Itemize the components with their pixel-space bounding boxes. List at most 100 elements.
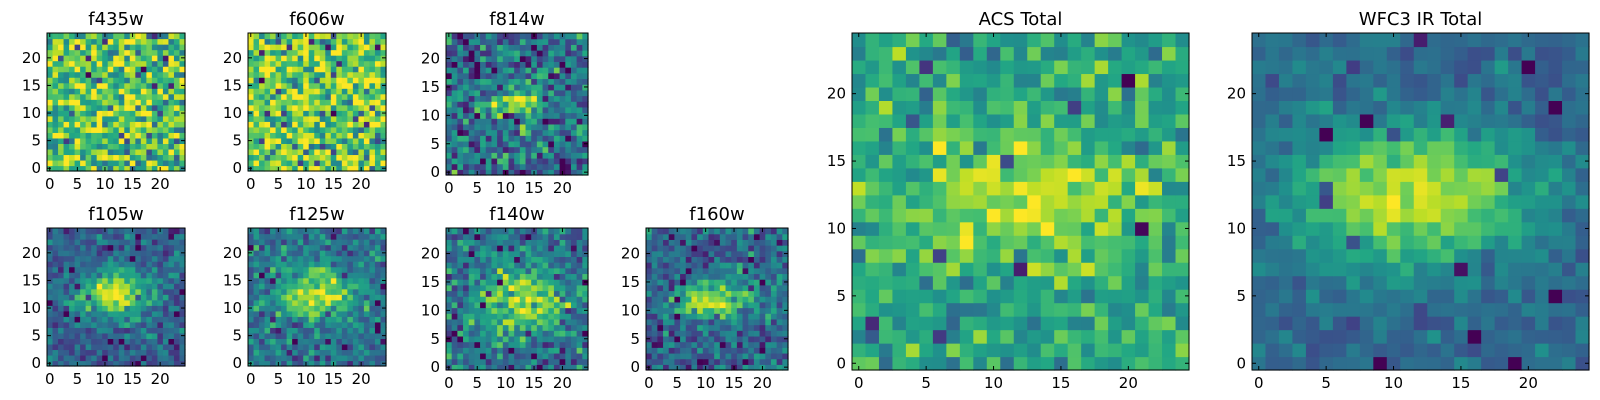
heatmap-cell	[336, 288, 343, 295]
heatmap-cell	[973, 356, 988, 371]
heatmap-cell	[140, 277, 147, 284]
heatmap-cell	[536, 273, 544, 280]
heatmap-cell	[497, 245, 504, 252]
heatmap-cell	[708, 347, 715, 354]
heatmap-cell	[742, 233, 749, 240]
heatmap-cell	[1054, 275, 1069, 290]
heatmap-cell	[52, 327, 59, 334]
heatmap-cell	[525, 245, 532, 252]
heatmap-cell	[347, 321, 354, 328]
heatmap-cell	[124, 77, 131, 84]
heatmap-cell	[253, 49, 260, 56]
heatmap-cell	[157, 88, 164, 95]
heatmap-cell	[468, 250, 475, 257]
heatmap-cell	[270, 332, 277, 339]
heatmap-cell	[719, 284, 727, 292]
heatmap-cell	[330, 261, 337, 268]
heatmap-cell	[497, 250, 504, 257]
heatmap-cell	[314, 228, 321, 235]
heatmap-cell	[47, 93, 54, 100]
heatmap-cell	[508, 140, 515, 148]
heatmap-cell	[47, 327, 54, 334]
heatmap-cell	[341, 277, 348, 284]
heatmap-cell	[69, 332, 76, 339]
heatmap-cell	[736, 318, 744, 326]
heatmap-cell	[570, 78, 578, 85]
heatmap-cell	[708, 313, 715, 320]
heatmap-cell	[519, 284, 527, 292]
heatmap-cell	[932, 208, 947, 223]
heatmap-cell	[140, 255, 147, 262]
heatmap-cell	[358, 110, 365, 117]
heatmap-cell	[725, 341, 732, 348]
heatmap-cell	[474, 140, 481, 148]
heatmap-cell	[297, 38, 304, 45]
heatmap-cell	[502, 78, 510, 85]
heatmap-cell	[468, 89, 475, 97]
heatmap-cell	[259, 121, 266, 128]
heatmap-cell	[457, 313, 464, 320]
heatmap-cell	[157, 332, 164, 339]
heatmap-cell	[58, 266, 65, 273]
heatmap-cell	[502, 146, 510, 153]
heatmap-cell	[259, 250, 266, 257]
heatmap-cell	[531, 313, 538, 320]
heatmap-cell	[380, 338, 387, 345]
heatmap-cell	[330, 338, 337, 345]
heatmap-cell	[1094, 221, 1109, 236]
heatmap-cell	[553, 146, 561, 153]
heatmap-cell	[531, 163, 538, 170]
heatmap-cell	[457, 267, 464, 275]
heatmap-cell	[1027, 329, 1042, 344]
heatmap-cell	[463, 273, 470, 280]
heatmap-cell	[565, 146, 572, 153]
heatmap-cell	[369, 71, 376, 78]
heatmap-cell	[878, 208, 894, 223]
heatmap-cell	[508, 67, 515, 74]
heatmap-cell	[325, 148, 332, 156]
heatmap-cell	[1013, 221, 1028, 236]
heatmap-cell	[336, 228, 343, 235]
heatmap-cell	[303, 110, 310, 117]
heatmap-cell	[124, 349, 131, 356]
heatmap-cell	[124, 354, 131, 362]
heatmap-cell	[559, 140, 566, 148]
heatmap-cell	[336, 360, 343, 367]
heatmap-cell	[491, 307, 498, 314]
heatmap-cell	[303, 338, 310, 345]
heatmap-cell	[468, 129, 475, 136]
heatmap-cell	[485, 233, 493, 240]
heatmap-cell	[286, 360, 293, 367]
heatmap-cell	[485, 135, 493, 142]
heatmap-cell	[1108, 289, 1123, 304]
heatmap-cell	[352, 354, 359, 362]
heatmap-cell	[118, 283, 125, 290]
heatmap-cell	[297, 360, 304, 367]
heatmap-cell	[281, 93, 288, 100]
heatmap-cell	[363, 93, 371, 100]
heatmap-cell	[264, 360, 271, 367]
heatmap-cell	[102, 277, 109, 284]
heatmap-cell	[457, 330, 464, 337]
heatmap-cell	[363, 332, 371, 339]
heatmap-cell	[657, 347, 664, 354]
heatmap-cell	[480, 347, 487, 354]
heatmap-cell	[47, 44, 54, 51]
heatmap-cell	[347, 354, 354, 362]
heatmap-cell	[457, 123, 464, 131]
heatmap-cell	[570, 267, 578, 275]
heatmap-cell	[319, 266, 326, 273]
heatmap-cell	[582, 61, 589, 68]
heatmap-cell	[173, 239, 181, 246]
heatmap-cell	[753, 279, 761, 286]
heatmap-cell	[118, 88, 125, 95]
y-tick-label: 0	[232, 354, 242, 372]
heatmap-cell	[380, 255, 387, 262]
heatmap-cell	[248, 49, 255, 56]
heatmap-cell	[668, 341, 675, 348]
heatmap-cell	[582, 318, 589, 326]
heatmap-cell	[674, 318, 681, 326]
heatmap-cell	[157, 55, 164, 62]
heatmap-cell	[502, 245, 510, 252]
